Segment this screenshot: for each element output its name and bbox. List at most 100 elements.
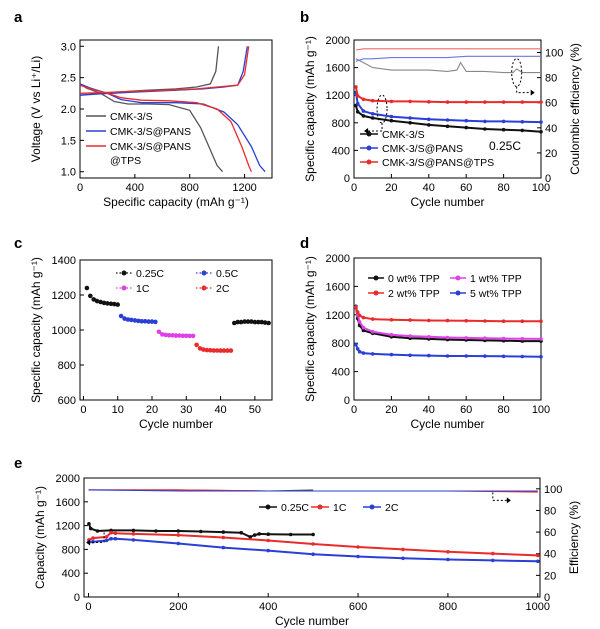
data-point	[156, 329, 162, 335]
panel-a-data	[79, 46, 266, 173]
data-point	[132, 318, 138, 323]
data-point	[88, 526, 93, 531]
data-point	[201, 347, 206, 352]
data-point	[95, 529, 100, 533]
data-point	[361, 315, 366, 320]
y2-tick-label: 100	[545, 48, 563, 60]
data-point	[464, 319, 469, 323]
y-tick-label: 0	[344, 395, 350, 407]
data-point	[389, 318, 394, 322]
data-point	[370, 330, 375, 334]
data-point	[266, 548, 271, 553]
legend-label: 0.25C	[281, 502, 309, 514]
data-point	[501, 319, 506, 324]
data-point	[446, 550, 450, 554]
data-point	[259, 319, 265, 325]
data-point	[163, 332, 168, 338]
data-point	[520, 319, 525, 324]
data-point	[520, 120, 525, 124]
legend-marker	[265, 504, 271, 510]
data-point	[153, 319, 158, 325]
panel-c-legend: 0.25C 0.5C 1C 2C	[116, 268, 239, 295]
annotation-rate: 0.25C	[489, 139, 521, 153]
y2-tick-label: 40	[545, 123, 557, 135]
y2-tick-label: 20	[545, 148, 557, 160]
legend-label: 2 wt% TPP	[388, 288, 440, 300]
data-point	[408, 116, 412, 120]
data-point	[427, 318, 431, 323]
data-point	[266, 532, 271, 536]
data-point	[361, 351, 366, 355]
data-point	[408, 334, 412, 338]
legend-label: 2C	[216, 283, 230, 295]
x-tick-label: 80	[497, 182, 509, 194]
data-point	[355, 347, 360, 351]
data-point	[146, 319, 151, 324]
y-tick-label: 400	[62, 568, 80, 580]
legend-marker	[201, 270, 207, 276]
data-point	[166, 333, 172, 338]
data-point	[208, 348, 213, 353]
y-tick-label: 1000	[52, 325, 76, 337]
legend-label: CMK-3/S	[382, 129, 425, 141]
data-point	[370, 352, 375, 356]
y-tick-label: 3.0	[61, 41, 76, 53]
series-line-charge	[79, 46, 220, 96]
data-point	[427, 100, 431, 104]
data-point	[173, 333, 179, 338]
data-point	[248, 535, 252, 539]
data-point	[483, 336, 487, 341]
data-point	[520, 354, 525, 359]
legend-label: 2C	[385, 502, 399, 514]
y-tick-label: 0	[74, 592, 80, 604]
data-point	[464, 125, 469, 130]
data-point	[464, 336, 469, 340]
data-point	[445, 118, 450, 122]
y2-tick-label: 80	[545, 73, 557, 85]
arrowhead-right	[506, 497, 511, 504]
x-tick-label: 1000	[526, 601, 550, 613]
x-tick-label: 0	[77, 182, 83, 194]
data-point	[354, 85, 358, 89]
data-point	[242, 319, 247, 324]
data-point	[225, 348, 230, 353]
x-tick-label: 20	[146, 404, 158, 416]
x-tick-label: 400	[259, 601, 277, 613]
data-point	[108, 301, 114, 307]
data-point	[94, 298, 100, 304]
data-point	[109, 530, 113, 535]
y2-axis-label: Coulombic efficiency (%)	[568, 43, 582, 175]
x-tick-label: 10	[112, 404, 124, 416]
data-point	[355, 110, 360, 114]
x-tick-label: 100	[532, 182, 550, 194]
data-point	[125, 317, 131, 322]
series-line-charge	[79, 46, 248, 96]
data-point	[176, 541, 181, 546]
legend-marker	[369, 504, 375, 510]
series-line	[354, 306, 542, 340]
data-point	[154, 529, 158, 533]
y-tick-label: 1600	[56, 497, 80, 509]
data-point	[408, 121, 412, 125]
arrow-right	[492, 492, 507, 501]
legend-label: CMK-3/S@PANS	[382, 143, 463, 155]
data-point	[104, 538, 109, 543]
legend-marker	[366, 145, 372, 151]
data-point	[311, 542, 315, 546]
panel-b-frame	[353, 39, 542, 179]
y2-tick-label: 80	[544, 505, 556, 517]
data-point	[483, 319, 487, 323]
data-point	[427, 335, 431, 339]
data-point	[501, 119, 506, 124]
x-tick-label: 40	[423, 404, 435, 416]
y-tick-label: 1400	[52, 255, 76, 267]
data-point	[204, 347, 210, 353]
x-tick-label: 60	[460, 404, 472, 416]
dashed-ellipse	[511, 58, 523, 88]
legend-marker	[317, 504, 323, 510]
data-point	[199, 529, 203, 534]
data-point	[389, 114, 394, 119]
dashed-ellipse	[376, 94, 388, 124]
legend-marker	[366, 159, 372, 165]
data-point	[235, 319, 240, 325]
